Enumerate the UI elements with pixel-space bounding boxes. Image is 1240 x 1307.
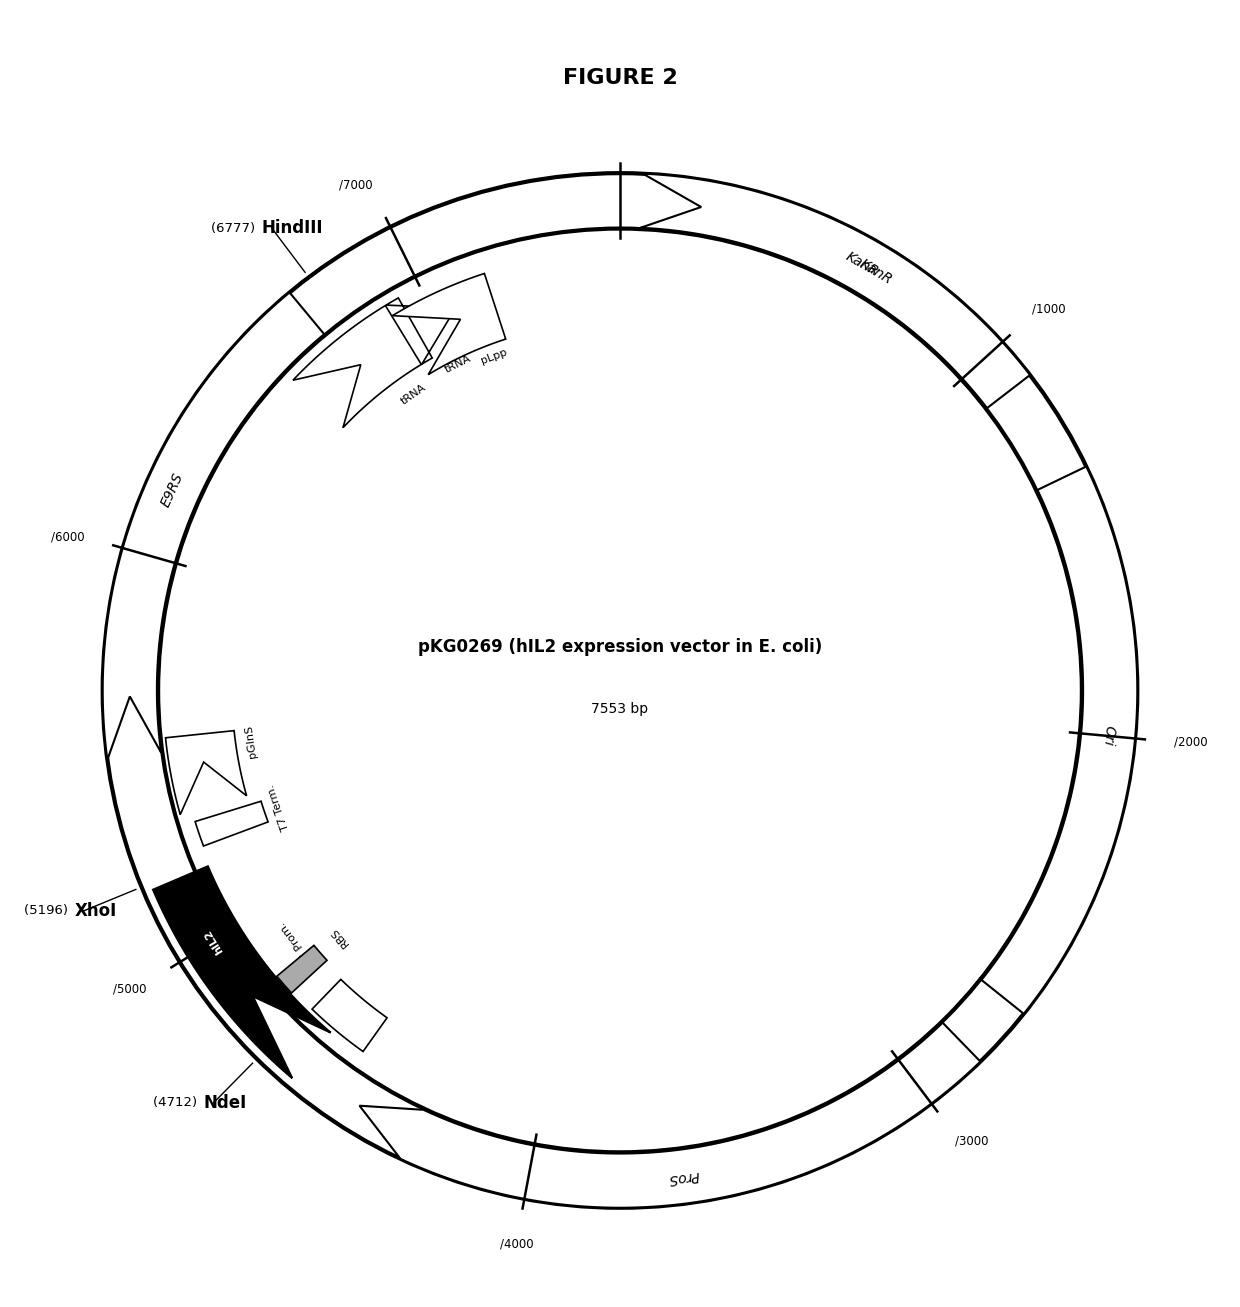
Text: T7 Prom.: T7 Prom. <box>277 920 315 965</box>
Polygon shape <box>103 293 324 759</box>
Polygon shape <box>312 979 387 1052</box>
Text: RBS: RBS <box>329 924 351 948</box>
Text: KanR: KanR <box>857 257 894 288</box>
Polygon shape <box>386 298 455 365</box>
Polygon shape <box>277 945 327 993</box>
Polygon shape <box>982 467 1137 1014</box>
Text: (5196): (5196) <box>24 904 72 918</box>
Polygon shape <box>153 867 331 1078</box>
Text: T7 Term.: T7 Term. <box>265 783 291 831</box>
Text: /3000: /3000 <box>955 1134 988 1148</box>
Text: /7000: /7000 <box>340 179 373 192</box>
Text: pGInS: pGInS <box>243 724 258 758</box>
Text: (4712): (4712) <box>153 1097 201 1110</box>
Text: E9RS: E9RS <box>159 471 186 510</box>
Text: /6000: /6000 <box>51 531 84 544</box>
Text: pKG0269 (hIL2 expression vector in E. coli): pKG0269 (hIL2 expression vector in E. co… <box>418 638 822 656</box>
Polygon shape <box>293 306 422 427</box>
Text: ProS: ProS <box>667 1167 701 1185</box>
Text: (6777): (6777) <box>211 222 259 234</box>
Text: NdeI: NdeI <box>203 1094 247 1112</box>
Text: /2000: /2000 <box>1174 736 1208 749</box>
Text: FIGURE 2: FIGURE 2 <box>563 68 677 89</box>
Polygon shape <box>195 801 268 846</box>
Text: hIL2: hIL2 <box>202 928 224 955</box>
Text: XhoI: XhoI <box>74 902 117 920</box>
Polygon shape <box>165 731 247 814</box>
Text: tRNA: tRNA <box>444 353 472 375</box>
Text: 7553 bp: 7553 bp <box>591 702 649 716</box>
Text: Ori: Ori <box>1100 725 1116 746</box>
Text: /5000: /5000 <box>113 983 146 996</box>
Polygon shape <box>641 174 1030 408</box>
Text: HindIII: HindIII <box>262 220 324 237</box>
Text: pLpp: pLpp <box>480 346 508 366</box>
Text: /4000: /4000 <box>500 1238 534 1251</box>
Polygon shape <box>360 1022 981 1208</box>
Polygon shape <box>393 273 506 375</box>
Text: tRNA: tRNA <box>399 383 428 406</box>
Text: KanR: KanR <box>843 250 880 278</box>
Text: /1000: /1000 <box>1032 302 1065 315</box>
